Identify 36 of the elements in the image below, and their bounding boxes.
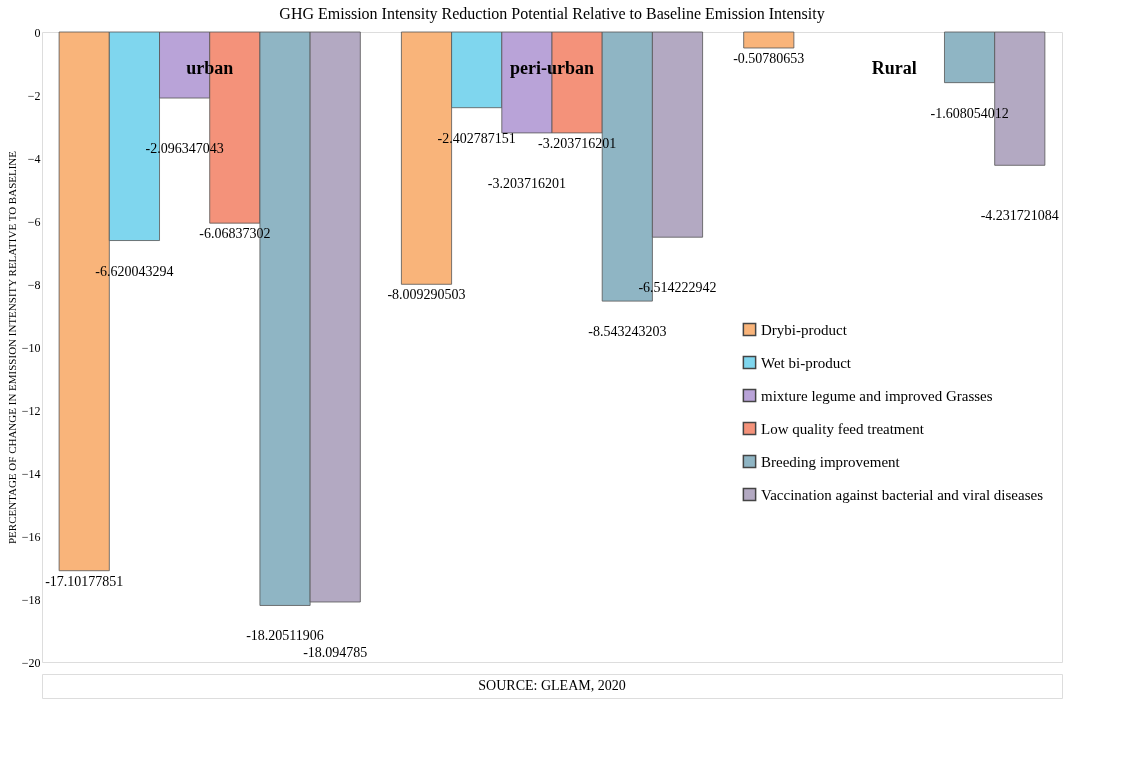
data-label: -1.608054012	[930, 105, 1009, 121]
legend-label: Breeding improvement	[761, 453, 901, 470]
source-note: SOURCE: GLEAM, 2020	[478, 678, 626, 693]
legend-label: Drybi-product	[761, 321, 848, 338]
y-tick-label: −4	[27, 151, 41, 166]
data-label: -3.203716201	[487, 175, 566, 191]
y-tick-label: −16	[21, 529, 41, 544]
x-tick-label: urban	[186, 57, 234, 78]
data-label: -6.06837302	[199, 226, 271, 242]
y-tick-label: −18	[21, 592, 41, 607]
y-tick-label: −20	[21, 655, 41, 670]
y-tick-label: −2	[27, 88, 41, 103]
chart-title: GHG Emission Intensity Reduction Potential Relative to Baseline Emission Intensity	[279, 5, 825, 23]
data-label: -3.203716201	[538, 135, 617, 151]
data-label: -0.50780653	[733, 51, 805, 66]
legend-label: Vaccination against bacterial and viral diseases	[761, 486, 1044, 503]
y-tick-label: −14	[21, 466, 41, 481]
y-tick-label: −6	[27, 214, 41, 229]
data-label: -8.543243203	[588, 324, 667, 340]
legend-label: mixture legume and improved Grasses	[761, 387, 993, 404]
y-axis-title: PERCENTAGE OF CHANGE IN EMISSION INTENSITY RELATIVE TO BASELINE	[5, 150, 18, 545]
data-label: -8.009290503	[387, 287, 466, 303]
y-tick-label: −10	[21, 340, 41, 355]
y-tick-label: −8	[27, 277, 41, 292]
data-label: -6.620043294	[95, 263, 174, 279]
legend-label: Low quality feed treatment	[761, 420, 925, 437]
data-label: -6.514222942	[638, 280, 717, 296]
x-tick-label: peri-urban	[509, 57, 595, 78]
data-label: -17.10177851	[45, 573, 124, 589]
x-tick-label: Rural	[871, 57, 917, 78]
data-label: -18.20511906	[246, 628, 324, 644]
y-tick-label: −12	[21, 403, 41, 418]
data-label: -18.094785	[303, 644, 368, 660]
y-tick-label: 0	[34, 25, 41, 40]
data-label: -4.231721084	[980, 208, 1059, 224]
legend-label: Wet bi-product	[761, 354, 852, 371]
